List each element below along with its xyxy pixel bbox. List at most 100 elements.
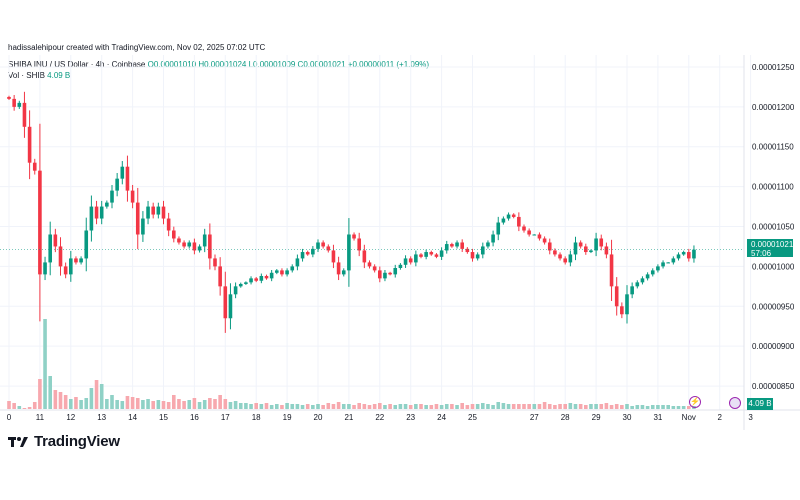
candle-body <box>254 278 258 281</box>
volume-bar <box>532 404 537 409</box>
brand-name: TradingView <box>34 433 120 450</box>
candle-body <box>218 266 222 287</box>
candle-body <box>177 238 181 243</box>
volume-bar <box>367 405 372 409</box>
candle-body <box>645 274 650 279</box>
volume-bar <box>656 405 660 409</box>
candle-body <box>290 266 295 271</box>
candle-body <box>501 218 506 223</box>
candle-body <box>511 214 516 217</box>
volume-bar <box>249 404 253 409</box>
volume-bar <box>264 403 269 409</box>
volume-bar <box>671 406 676 409</box>
volume-bar <box>218 395 222 409</box>
candle-body <box>280 270 284 275</box>
candle-body <box>228 294 233 319</box>
candle-body <box>609 254 614 287</box>
tradingview-brand[interactable]: TradingView <box>8 433 120 450</box>
candle-body <box>12 98 16 107</box>
volume-bar <box>563 404 567 409</box>
candle-body <box>573 242 578 255</box>
volume-bar <box>197 402 202 409</box>
volume-bar <box>470 404 475 409</box>
candle-body <box>192 242 197 251</box>
candle-body <box>208 234 212 259</box>
candle-body <box>594 238 598 251</box>
candle-body <box>692 249 696 259</box>
volume-bar <box>269 405 274 409</box>
candle-body <box>506 214 511 219</box>
volume-bar <box>455 405 459 409</box>
x-tick-label: 0 <box>7 413 12 422</box>
candle-body <box>542 238 547 243</box>
volume-bar <box>228 402 233 409</box>
candle-body <box>264 275 269 279</box>
volume-bar <box>434 404 439 409</box>
volume-bar <box>578 404 583 409</box>
candle-body <box>172 230 176 239</box>
x-tick-label: 21 <box>344 413 353 422</box>
y-tick-label: 0.00001050 <box>752 223 795 232</box>
x-tick-label: 19 <box>283 413 292 422</box>
x-tick-label: 20 <box>314 413 323 422</box>
candle-body <box>187 242 192 247</box>
lightning-icon[interactable]: ⚡ <box>689 396 701 408</box>
volume-bar <box>486 404 490 409</box>
candle-body <box>146 206 150 219</box>
candle-body <box>166 218 171 231</box>
candle-body <box>326 246 331 251</box>
volume-bar <box>238 403 243 409</box>
candle-body <box>321 242 325 247</box>
volume-bar <box>424 405 428 409</box>
volume-bar <box>69 399 73 409</box>
candle-body <box>79 258 83 263</box>
candle-body <box>563 258 567 263</box>
candle-body <box>681 252 686 255</box>
candle-body <box>481 246 485 255</box>
candle-body <box>491 234 495 243</box>
volume-bar <box>285 403 289 409</box>
candle-body <box>630 286 634 295</box>
volume-bar <box>419 404 423 409</box>
flag-icon[interactable] <box>729 397 741 409</box>
volume-bar <box>614 404 619 409</box>
candle-body <box>275 270 279 273</box>
candle-body <box>305 252 310 255</box>
volume-bar <box>79 400 83 409</box>
x-tick-label: 22 <box>375 413 384 422</box>
y-tick-label: 0.00001000 <box>752 262 795 271</box>
candle-body <box>347 234 351 271</box>
candle-body <box>532 234 537 236</box>
volume-bar <box>444 404 449 409</box>
candle-body <box>22 102 27 127</box>
candle-body <box>455 242 459 247</box>
x-tick-label: 23 <box>406 413 415 422</box>
candle-body <box>130 190 135 203</box>
volume-bar <box>244 403 248 409</box>
volume-bar <box>635 405 640 409</box>
volume-bar <box>275 404 279 409</box>
candle-body <box>249 278 253 283</box>
candle-body <box>388 272 392 275</box>
candle-body <box>372 266 377 271</box>
candle-body <box>450 244 454 247</box>
candle-body <box>568 254 573 263</box>
x-tick-label: 18 <box>252 413 261 422</box>
volume-bar <box>300 405 305 409</box>
volume-bar <box>661 405 665 409</box>
volume-bar <box>321 405 325 409</box>
volume-bar <box>63 395 68 409</box>
volume-bar <box>336 402 341 409</box>
candle-body <box>444 244 449 251</box>
candle-body <box>614 286 619 307</box>
candles <box>7 91 696 333</box>
candle-body <box>105 202 109 207</box>
candle-body <box>527 230 531 235</box>
x-tick-label: 29 <box>592 413 601 422</box>
candle-body <box>316 242 320 249</box>
candle-body <box>429 252 434 255</box>
candle-body <box>74 258 78 263</box>
x-tick-label: Nov <box>682 413 696 422</box>
candle-body <box>666 262 670 264</box>
